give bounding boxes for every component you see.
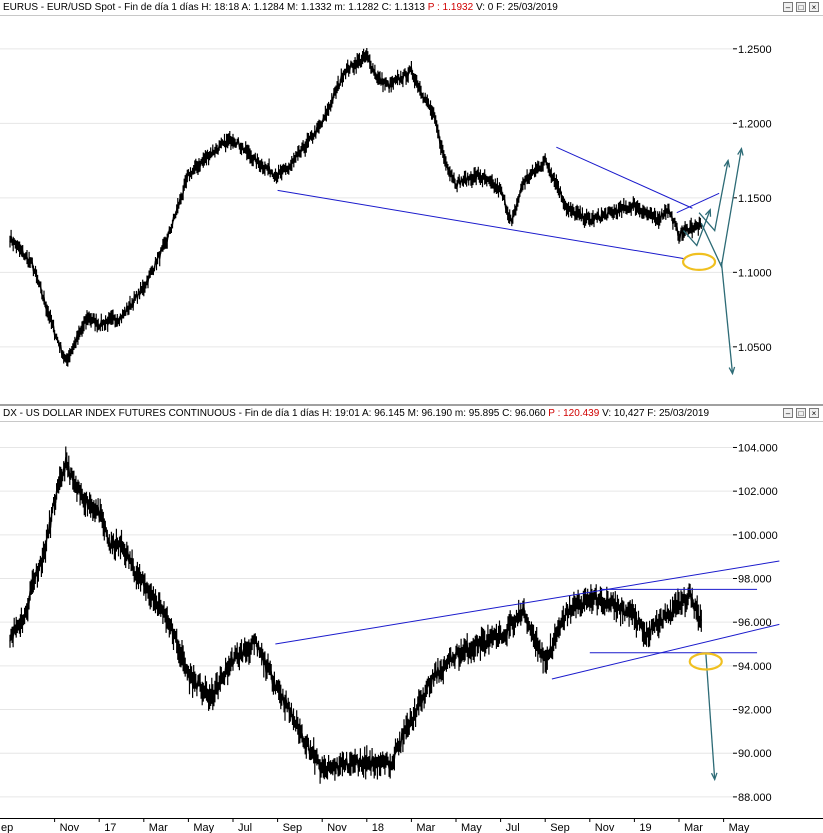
eurusd-symbol: EURUS - EUR/USD Spot - Fin de día 1 días — [3, 2, 199, 13]
eurusd-panel: EURUS - EUR/USD Spot - Fin de día 1 días… — [0, 0, 823, 404]
dx-maximize-button[interactable]: □ — [796, 408, 806, 418]
eurusd-ytick-label: 1.1500 — [738, 193, 772, 205]
time-axis-label: Mar — [684, 822, 703, 833]
eurusd-high: M: 1.1332 — [287, 2, 332, 13]
time-axis-label: Mar — [149, 822, 168, 833]
dx-chart: 104.000 102.000 100.000 98.000 96.000 94.000 9… — [0, 442, 780, 804]
dx-date: F: 25/03/2019 — [647, 408, 710, 419]
time-axis-label: Nov — [595, 822, 615, 833]
dx-projection-arrow — [705, 652, 716, 780]
time-axis-label: Nov — [327, 822, 347, 833]
dx-ytick-label: 88.000 — [738, 792, 772, 804]
eurusd-price-bars — [9, 48, 702, 367]
dx-ytick-label: 104.000 — [738, 442, 778, 454]
eurusd-low: m: 1.1282 — [334, 2, 379, 13]
dx-ytick-label: 102.000 — [738, 486, 778, 498]
dx-low: m: 95.895 — [454, 408, 500, 419]
dx-trendline — [275, 560, 780, 645]
eurusd-title: EURUS - EUR/USD Spot - Fin de día 1 días… — [3, 1, 558, 14]
dx-ytick-label: 92.000 — [738, 705, 772, 717]
eurusd-highlight-ellipse — [681, 252, 717, 271]
eurusd-title-bar: EURUS - EUR/USD Spot - Fin de día 1 días… — [0, 0, 823, 16]
dx-price-bars — [9, 446, 702, 784]
time-axis-label: May — [729, 822, 750, 833]
dx-open: A: 96.145 — [362, 408, 405, 419]
eurusd-minimize-button[interactable]: – — [783, 2, 793, 12]
time-axis-label: Jul — [238, 822, 252, 833]
eurusd-volume: V: 0 — [475, 2, 494, 13]
eurusd-open: A: 1.1284 — [241, 2, 285, 13]
eurusd-ytick-label: 1.1000 — [738, 267, 772, 279]
eurusd-projection-arrow — [698, 160, 729, 233]
eurusd-p: P : 1.1932 — [427, 2, 474, 13]
eurusd-arrowhead — [723, 158, 731, 168]
dx-ytick-label: 90.000 — [738, 748, 772, 760]
eurusd-arrowhead — [704, 208, 712, 217]
dx-title: DX - US DOLLAR INDEX FUTURES CONTINUOUS … — [3, 407, 709, 420]
dx-h: H: 19:01 — [321, 408, 360, 419]
panel-divider[interactable] — [0, 404, 823, 406]
eurusd-trendline — [277, 189, 686, 260]
time-axis: ep Nov 17 Mar May Jul Sep Nov 18 Mar May Jul Sep Nov 1… — [0, 818, 823, 833]
eurusd-maximize-button[interactable]: □ — [796, 2, 806, 12]
eurusd-ytick-label: 1.2500 — [738, 44, 772, 56]
time-axis-label: May — [461, 822, 482, 833]
dx-panel: DX - US DOLLAR INDEX FUTURES CONTINUOUS … — [0, 406, 823, 818]
eurusd-arrowhead — [737, 147, 744, 156]
dx-minimize-button[interactable]: – — [783, 408, 793, 418]
dx-ytick-label: 100.000 — [738, 530, 778, 542]
dx-ytick-label: 96.000 — [738, 617, 772, 629]
eurusd-ytick-label: 1.0500 — [738, 342, 772, 354]
eurusd-close: C: 1.1313 — [381, 2, 425, 13]
time-axis-label: Jul — [506, 822, 520, 833]
dx-ytick-label: 98.000 — [738, 574, 772, 586]
time-axis-label: Sep — [550, 822, 570, 833]
dx-title-bar: DX - US DOLLAR INDEX FUTURES CONTINUOUS … — [0, 406, 823, 422]
eurusd-close-button[interactable]: × — [809, 2, 819, 12]
dx-ytick-label: 94.000 — [738, 661, 772, 673]
time-axis-label: 19 — [639, 822, 651, 833]
dx-p: P : 120.439 — [548, 408, 600, 419]
eurusd-arrowhead — [728, 366, 736, 376]
eurusd-date: F: 25/03/2019 — [496, 2, 558, 13]
dx-close-button[interactable]: × — [809, 408, 819, 418]
time-axis-label: Mar — [416, 822, 435, 833]
eurusd-projection-arrow — [683, 209, 711, 247]
dx-close: C: 96.060 — [502, 408, 546, 419]
time-axis-label: May — [193, 822, 214, 833]
time-axis-label: Sep — [283, 822, 303, 833]
time-axis-label: Nov — [60, 822, 80, 833]
dx-arrowhead — [710, 772, 718, 782]
dx-highlight-ellipse — [688, 652, 723, 671]
eurusd-h: H: 18:18 — [201, 2, 240, 13]
eurusd-price-line — [9, 52, 702, 362]
time-axis-label: ep — [1, 822, 13, 833]
eurusd-projection-arrow — [700, 148, 743, 269]
eurusd-ytick-label: 1.2000 — [738, 118, 772, 130]
eurusd-trendline — [556, 146, 693, 209]
eurusd-chart: 1.2500 1.2000 1.1500 1.1000 1.0500 — [0, 44, 772, 376]
eurusd-projection-arrow — [720, 261, 734, 374]
time-axis-label: 18 — [372, 822, 384, 833]
dx-symbol: DX - US DOLLAR INDEX FUTURES CONTINUOUS … — [3, 408, 320, 419]
eurusd-trendline — [676, 192, 720, 214]
dx-volume: V: 10,427 — [602, 408, 645, 419]
dx-trendline — [551, 623, 780, 680]
time-axis-label: 17 — [104, 822, 116, 833]
dx-high: M: 96.190 — [407, 408, 453, 419]
